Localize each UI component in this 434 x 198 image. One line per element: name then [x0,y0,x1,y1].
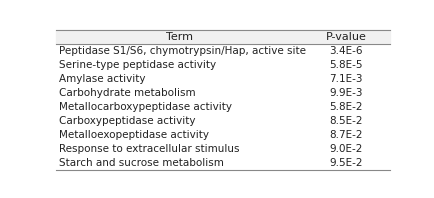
Text: 5.8E-2: 5.8E-2 [329,102,362,112]
Text: 3.4E-6: 3.4E-6 [329,46,362,56]
Text: Term: Term [165,32,192,42]
Text: Carboxypeptidase activity: Carboxypeptidase activity [59,116,195,126]
Text: 8.5E-2: 8.5E-2 [329,116,362,126]
Text: Carbohydrate metabolism: Carbohydrate metabolism [59,88,195,98]
Text: 9.0E-2: 9.0E-2 [329,144,362,154]
Text: 8.7E-2: 8.7E-2 [329,130,362,140]
Text: Metallocarboxypeptidase activity: Metallocarboxypeptidase activity [59,102,231,112]
Text: Serine-type peptidase activity: Serine-type peptidase activity [59,60,215,70]
Text: Peptidase S1/S6, chymotrypsin/Hap, active site: Peptidase S1/S6, chymotrypsin/Hap, activ… [59,46,305,56]
Bar [56,100,389,114]
Bar [56,86,389,100]
Text: Response to extracellular stimulus: Response to extracellular stimulus [59,144,239,154]
Text: 7.1E-3: 7.1E-3 [329,74,362,84]
Text: 5.8E-5: 5.8E-5 [329,60,362,70]
Text: Amylase activity: Amylase activity [59,74,145,84]
Bar [56,128,389,142]
Bar [56,114,389,128]
Bar [56,142,389,156]
Text: 9.5E-2: 9.5E-2 [329,158,362,168]
Text: Metalloexopeptidase activity: Metalloexopeptidase activity [59,130,208,140]
Bar [56,30,389,44]
Bar [56,44,389,58]
Bar [56,72,389,86]
Text: Starch and sucrose metabolism: Starch and sucrose metabolism [59,158,223,168]
Bar [56,156,389,170]
Bar [56,58,389,72]
Text: 9.9E-3: 9.9E-3 [329,88,362,98]
Text: P-value: P-value [325,32,365,42]
